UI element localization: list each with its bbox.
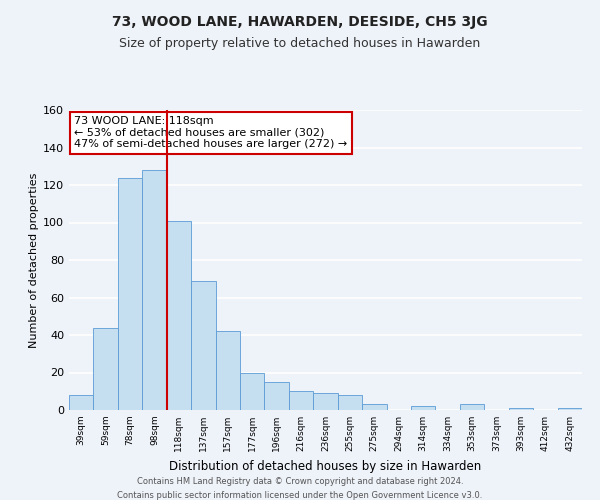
Text: Size of property relative to detached houses in Hawarden: Size of property relative to detached ho… [119,38,481,51]
Text: 73, WOOD LANE, HAWARDEN, DEESIDE, CH5 3JG: 73, WOOD LANE, HAWARDEN, DEESIDE, CH5 3J… [112,15,488,29]
Text: Contains HM Land Registry data © Crown copyright and database right 2024.: Contains HM Land Registry data © Crown c… [137,478,463,486]
Bar [240,372,265,410]
Bar [338,395,362,410]
Bar [557,408,582,410]
Bar [69,395,94,410]
Bar [167,220,191,410]
Text: Contains public sector information licensed under the Open Government Licence v3: Contains public sector information licen… [118,491,482,500]
Bar [289,391,313,410]
Y-axis label: Number of detached properties: Number of detached properties [29,172,39,348]
Bar [265,382,289,410]
Bar [460,404,484,410]
Bar [411,406,436,410]
Bar [191,280,215,410]
Bar [362,404,386,410]
Bar [509,408,533,410]
Bar [118,178,142,410]
X-axis label: Distribution of detached houses by size in Hawarden: Distribution of detached houses by size … [169,460,482,472]
Bar [142,170,167,410]
Text: 73 WOOD LANE: 118sqm
← 53% of detached houses are smaller (302)
47% of semi-deta: 73 WOOD LANE: 118sqm ← 53% of detached h… [74,116,347,149]
Bar [94,328,118,410]
Bar [215,331,240,410]
Bar [313,393,338,410]
